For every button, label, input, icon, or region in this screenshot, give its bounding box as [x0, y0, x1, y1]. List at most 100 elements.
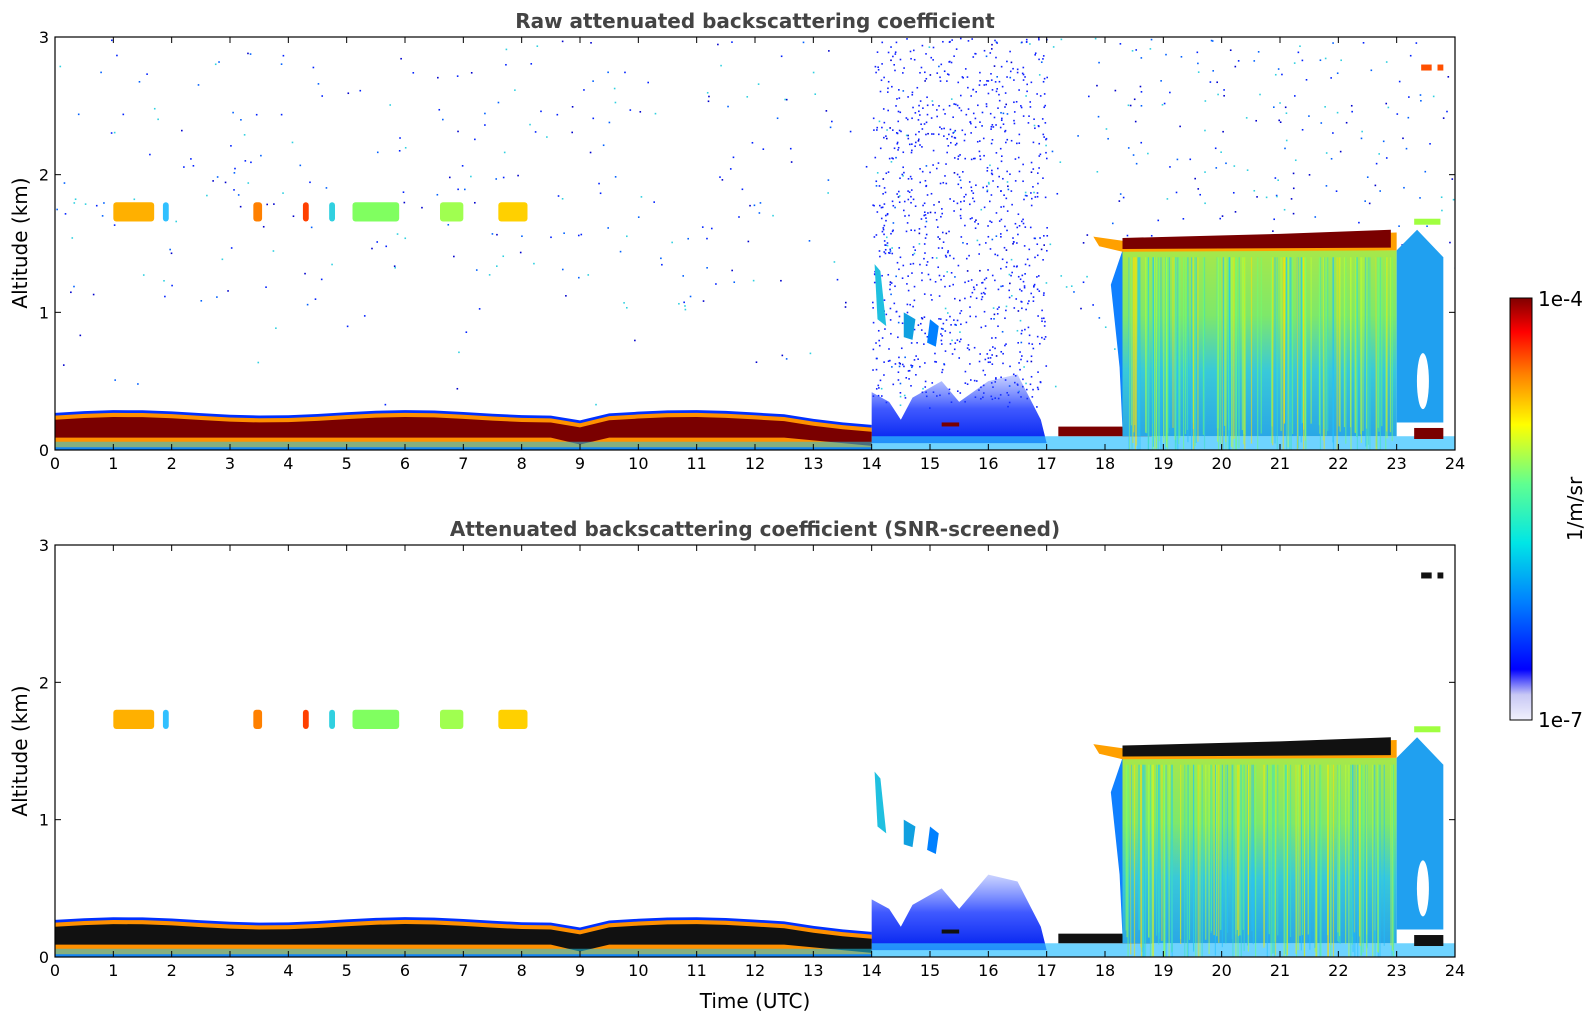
- noise-point: [999, 233, 1002, 235]
- noise-point: [1098, 61, 1100, 64]
- noise-point: [995, 378, 997, 380]
- noise-point: [888, 252, 891, 254]
- noise-point: [1447, 76, 1450, 78]
- noise-point: [903, 365, 905, 368]
- noise-point: [1160, 80, 1162, 82]
- noise-point: [990, 317, 993, 320]
- noise-point: [991, 238, 994, 241]
- noise-point: [902, 175, 904, 177]
- noise-point: [949, 254, 951, 257]
- noise-point: [895, 105, 897, 107]
- noise-point: [979, 71, 981, 74]
- noise-point: [474, 138, 476, 141]
- noise-point: [990, 194, 993, 196]
- noise-point: [992, 307, 995, 309]
- precip-streak: [1310, 257, 1312, 424]
- y-tick-label: 1: [39, 303, 49, 322]
- noise-point: [900, 347, 903, 350]
- x-tick-label: 4: [283, 454, 293, 473]
- noise-point: [919, 322, 922, 325]
- noise-point: [937, 266, 940, 269]
- precip-streak: [1362, 764, 1364, 953]
- y-tick-label: 1: [39, 811, 49, 830]
- noise-point: [907, 134, 909, 137]
- noise-point: [979, 140, 981, 142]
- noise-point: [710, 227, 713, 230]
- precip-streak: [1180, 764, 1182, 944]
- noise-point: [877, 384, 880, 387]
- noise-point: [987, 269, 989, 271]
- precip-streak: [1257, 257, 1259, 450]
- noise-point: [912, 262, 915, 265]
- noise-point: [1029, 43, 1031, 45]
- noise-point: [929, 278, 932, 281]
- noise-point: [923, 214, 925, 217]
- noise-point: [881, 337, 884, 339]
- noise-point: [944, 285, 946, 288]
- noise-point: [1043, 93, 1046, 95]
- layer-patch: [162, 709, 169, 730]
- noise-point: [895, 275, 897, 278]
- noise-point: [899, 392, 902, 394]
- noise-point: [966, 243, 968, 245]
- precip-streak: [1314, 764, 1316, 948]
- noise-point: [954, 297, 956, 300]
- noise-point: [829, 126, 832, 129]
- noise-point: [885, 219, 887, 222]
- noise-point: [954, 129, 957, 132]
- noise-point: [932, 164, 934, 166]
- noise-point: [1006, 170, 1008, 173]
- precip-streak: [1165, 764, 1167, 957]
- noise-point: [1332, 132, 1334, 134]
- noise-point: [975, 91, 977, 93]
- noise-point: [1006, 76, 1008, 78]
- noise-point: [937, 247, 940, 249]
- precip-streak: [1130, 764, 1132, 943]
- noise-point: [1020, 105, 1022, 107]
- noise-point: [993, 116, 996, 119]
- noise-point: [908, 369, 911, 372]
- noise-point: [923, 257, 925, 260]
- noise-point: [1024, 273, 1026, 275]
- noise-point: [461, 165, 464, 167]
- precip-gap: [1416, 353, 1429, 410]
- precip-streak: [1164, 764, 1166, 957]
- noise-point: [893, 63, 895, 66]
- noise-point: [1037, 182, 1039, 185]
- noise-point: [952, 257, 955, 260]
- noise-point: [958, 340, 961, 343]
- noise-point: [911, 143, 913, 145]
- noise-point: [169, 248, 171, 251]
- noise-point: [1429, 143, 1431, 145]
- noise-point: [1082, 281, 1085, 284]
- noise-point: [1301, 59, 1304, 62]
- layer-patch: [302, 202, 309, 222]
- noise-point: [1043, 77, 1046, 80]
- noise-point: [1000, 350, 1003, 353]
- noise-point: [1024, 226, 1027, 228]
- layer-patch: [253, 202, 263, 222]
- noise-point: [1037, 315, 1039, 317]
- noise-point: [948, 104, 951, 107]
- noise-point: [1111, 222, 1114, 225]
- noise-point: [1405, 147, 1408, 150]
- noise-point: [873, 236, 876, 238]
- noise-point: [519, 251, 522, 254]
- noise-point: [941, 247, 944, 249]
- elevated-layer: [113, 202, 528, 222]
- noise-point: [536, 45, 539, 47]
- noise-point: [812, 71, 815, 74]
- noise-point: [885, 135, 887, 137]
- noise-point: [133, 198, 136, 201]
- noise-point: [988, 183, 990, 185]
- precip-streak: [1158, 257, 1160, 442]
- noise-point: [1011, 271, 1013, 274]
- noise-point: [913, 328, 916, 331]
- noise-point: [897, 336, 899, 339]
- x-tick-label: 5: [342, 454, 352, 473]
- noise-point: [889, 127, 891, 129]
- noise-point: [986, 189, 989, 192]
- noise-point: [731, 269, 733, 272]
- noise-point: [1223, 89, 1225, 91]
